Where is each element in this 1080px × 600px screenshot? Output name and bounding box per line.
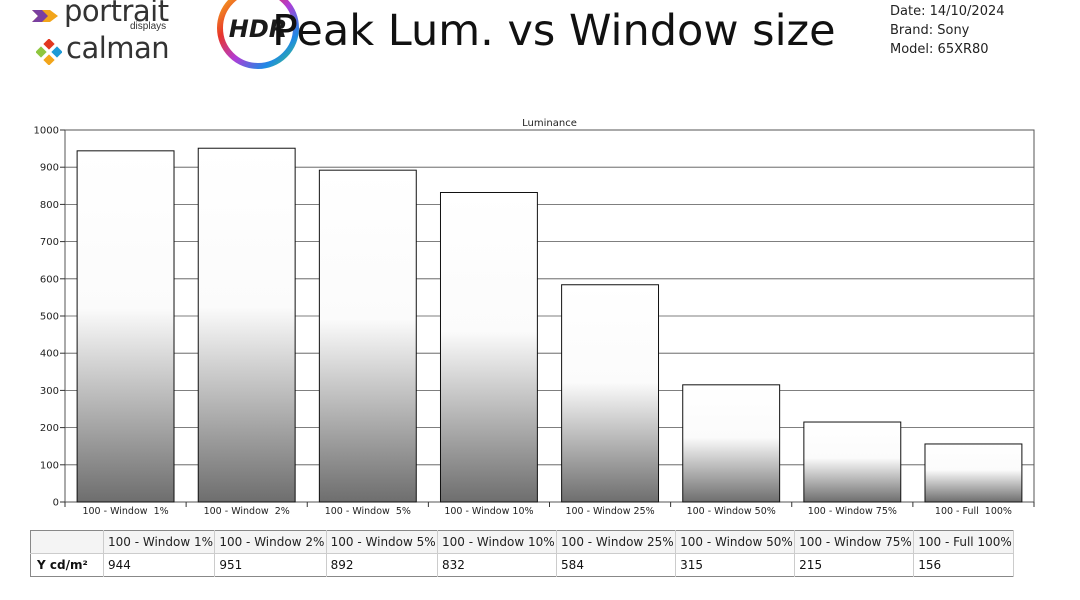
page-title: Peak Lum. vs Window size — [272, 6, 836, 56]
table-header-cell: 100 - Window 1% — [103, 530, 216, 554]
table-row: Y cd/m² 944 951 892 832 584 315 215 156 — [30, 553, 1014, 577]
report-model: Model: 65XR80 — [890, 42, 989, 57]
y-tick-label: 100 — [40, 460, 59, 471]
table-row-label: Y cd/m² — [30, 553, 104, 577]
table-header-cell: 100 - Window 75% — [794, 530, 915, 554]
luminance-table: 100 - Window 1% 100 - Window 2% 100 - Wi… — [30, 530, 1014, 577]
bar — [318, 169, 417, 503]
hdr-badge-icon: HDR — [217, 0, 299, 69]
x-tick-label: 100 - Window 75% — [808, 506, 897, 517]
portrait-displays-logo: portrait — [32, 0, 169, 28]
luminance-bar-chart: 0 100 200 300 400 500 600 700 800 900 1000 100 - Wi… — [34, 118, 1035, 517]
report-brand: Brand: Sony — [890, 23, 970, 38]
portrait-arrow-icon — [32, 10, 58, 22]
y-tick-label: 200 — [40, 423, 59, 434]
y-tick-label: 1000 — [34, 126, 59, 137]
table-header-cell: 100 - Window 10% — [437, 530, 558, 554]
x-tick-label: 100 - Window 5% — [325, 506, 411, 517]
portrait-word: portrait — [64, 0, 169, 28]
y-tick-label: 800 — [40, 200, 59, 211]
chart-title: Luminance — [522, 118, 577, 129]
x-tick-label: 100 - Window 1% — [82, 506, 168, 517]
table-value-cell: 832 — [437, 553, 558, 577]
logo-area: portrait displays calman HDR — [30, 0, 299, 80]
y-tick-label: 300 — [40, 386, 59, 397]
table-value-cell: 951 — [214, 553, 327, 577]
x-tick-label: 100 - Window 25% — [565, 506, 654, 517]
y-tick-label: 400 — [40, 349, 59, 360]
table-value-cell: 315 — [675, 553, 796, 577]
table-header-row: 100 - Window 1% 100 - Window 2% 100 - Wi… — [30, 530, 1014, 554]
y-tick-label: 900 — [40, 163, 59, 174]
bar — [682, 384, 781, 503]
calman-word: calman — [66, 31, 170, 65]
table-header-cell: 100 - Full 100% — [913, 530, 1014, 554]
x-tick-label: 100 - Window 2% — [204, 506, 290, 517]
bar — [561, 284, 660, 503]
x-tick-label: 100 - Full 100% — [935, 506, 1012, 517]
table-header-cell: 100 - Window 5% — [326, 530, 438, 554]
y-tick-label: 0 — [53, 498, 59, 509]
calman-logo: calman — [34, 31, 170, 65]
x-tick-label: 100 - Window 50% — [687, 506, 776, 517]
table-value-cell: 944 — [103, 553, 216, 577]
report-date: Date: 14/10/2024 — [890, 4, 1005, 19]
table-value-cell: 156 — [913, 553, 1014, 577]
bar — [924, 443, 1023, 503]
bar — [197, 147, 296, 503]
bar — [76, 150, 175, 503]
report-info: Date: 14/10/2024 Brand: Sony Model: 65XR… — [890, 2, 1005, 59]
table-header-cell: 100 - Window 25% — [556, 530, 677, 554]
table-header-cell: 100 - Window 50% — [675, 530, 796, 554]
y-tick-label: 700 — [40, 237, 59, 248]
bar — [439, 191, 538, 503]
table-value-cell: 584 — [556, 553, 677, 577]
bar — [803, 421, 902, 503]
calman-diamond-icon — [36, 39, 62, 65]
table-value-cell: 892 — [326, 553, 438, 577]
table-value-cell: 215 — [794, 553, 915, 577]
y-tick-label: 600 — [40, 274, 59, 285]
table-corner-cell — [30, 530, 104, 554]
y-tick-label: 500 — [40, 312, 59, 323]
displays-word: displays — [130, 21, 167, 32]
x-tick-label: 100 - Window 10% — [444, 506, 533, 517]
hdr-badge-text: HDR — [229, 15, 288, 43]
table-header-cell: 100 - Window 2% — [214, 530, 327, 554]
